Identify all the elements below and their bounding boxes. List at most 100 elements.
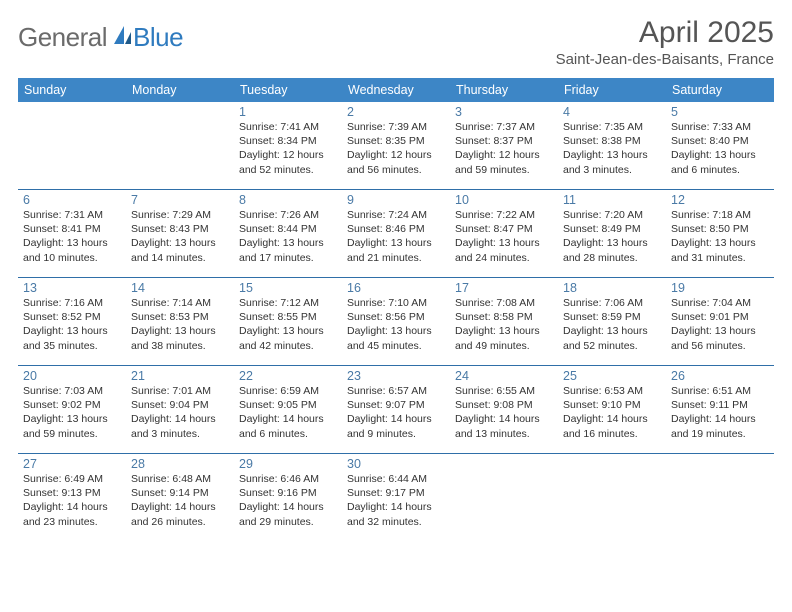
sunrise-text: Sunrise: 6:53 AM	[563, 384, 661, 398]
sunrise-text: Sunrise: 7:29 AM	[131, 208, 229, 222]
calendar-table: SundayMondayTuesdayWednesdayThursdayFrid…	[18, 78, 774, 541]
daylight-text: Daylight: 13 hours and 21 minutes.	[347, 236, 445, 264]
day-number: 6	[23, 193, 121, 207]
day-number: 2	[347, 105, 445, 119]
sunset-text: Sunset: 9:02 PM	[23, 398, 121, 412]
sunset-text: Sunset: 8:44 PM	[239, 222, 337, 236]
sunset-text: Sunset: 8:47 PM	[455, 222, 553, 236]
sunset-text: Sunset: 8:38 PM	[563, 134, 661, 148]
day-info: Sunrise: 7:14 AMSunset: 8:53 PMDaylight:…	[131, 296, 229, 353]
calendar-day-cell: 24Sunrise: 6:55 AMSunset: 9:08 PMDayligh…	[450, 366, 558, 454]
sunset-text: Sunset: 9:17 PM	[347, 486, 445, 500]
day-info: Sunrise: 7:26 AMSunset: 8:44 PMDaylight:…	[239, 208, 337, 265]
day-info: Sunrise: 6:44 AMSunset: 9:17 PMDaylight:…	[347, 472, 445, 529]
calendar-day-cell	[666, 454, 774, 542]
sunset-text: Sunset: 9:11 PM	[671, 398, 769, 412]
daylight-text: Daylight: 12 hours and 59 minutes.	[455, 148, 553, 176]
day-number: 28	[131, 457, 229, 471]
day-number: 7	[131, 193, 229, 207]
calendar-day-cell: 13Sunrise: 7:16 AMSunset: 8:52 PMDayligh…	[18, 278, 126, 366]
sunset-text: Sunset: 9:04 PM	[131, 398, 229, 412]
calendar-day-cell: 8Sunrise: 7:26 AMSunset: 8:44 PMDaylight…	[234, 190, 342, 278]
day-info: Sunrise: 7:18 AMSunset: 8:50 PMDaylight:…	[671, 208, 769, 265]
calendar-day-cell	[18, 102, 126, 190]
sunrise-text: Sunrise: 7:33 AM	[671, 120, 769, 134]
calendar-day-cell: 2Sunrise: 7:39 AMSunset: 8:35 PMDaylight…	[342, 102, 450, 190]
brand-text-1: General	[18, 22, 107, 53]
weekday-header: Thursday	[450, 78, 558, 102]
day-number: 18	[563, 281, 661, 295]
day-number: 15	[239, 281, 337, 295]
sunset-text: Sunset: 9:10 PM	[563, 398, 661, 412]
day-info: Sunrise: 7:37 AMSunset: 8:37 PMDaylight:…	[455, 120, 553, 177]
sunrise-text: Sunrise: 7:10 AM	[347, 296, 445, 310]
sunrise-text: Sunrise: 6:48 AM	[131, 472, 229, 486]
day-number: 20	[23, 369, 121, 383]
day-info: Sunrise: 7:35 AMSunset: 8:38 PMDaylight:…	[563, 120, 661, 177]
daylight-text: Daylight: 13 hours and 42 minutes.	[239, 324, 337, 352]
day-number: 16	[347, 281, 445, 295]
sunrise-text: Sunrise: 7:41 AM	[239, 120, 337, 134]
daylight-text: Daylight: 13 hours and 3 minutes.	[563, 148, 661, 176]
sunset-text: Sunset: 9:13 PM	[23, 486, 121, 500]
daylight-text: Daylight: 14 hours and 32 minutes.	[347, 500, 445, 528]
sunrise-text: Sunrise: 7:39 AM	[347, 120, 445, 134]
calendar-day-cell: 14Sunrise: 7:14 AMSunset: 8:53 PMDayligh…	[126, 278, 234, 366]
daylight-text: Daylight: 13 hours and 35 minutes.	[23, 324, 121, 352]
day-number: 29	[239, 457, 337, 471]
calendar-day-cell: 23Sunrise: 6:57 AMSunset: 9:07 PMDayligh…	[342, 366, 450, 454]
sunset-text: Sunset: 9:08 PM	[455, 398, 553, 412]
day-info: Sunrise: 7:04 AMSunset: 9:01 PMDaylight:…	[671, 296, 769, 353]
daylight-text: Daylight: 13 hours and 6 minutes.	[671, 148, 769, 176]
sunrise-text: Sunrise: 6:55 AM	[455, 384, 553, 398]
calendar-day-cell: 16Sunrise: 7:10 AMSunset: 8:56 PMDayligh…	[342, 278, 450, 366]
day-number: 22	[239, 369, 337, 383]
day-number: 10	[455, 193, 553, 207]
day-info: Sunrise: 7:31 AMSunset: 8:41 PMDaylight:…	[23, 208, 121, 265]
sunrise-text: Sunrise: 6:44 AM	[347, 472, 445, 486]
sunset-text: Sunset: 8:40 PM	[671, 134, 769, 148]
sunrise-text: Sunrise: 7:03 AM	[23, 384, 121, 398]
day-info: Sunrise: 6:51 AMSunset: 9:11 PMDaylight:…	[671, 384, 769, 441]
calendar-day-cell: 19Sunrise: 7:04 AMSunset: 9:01 PMDayligh…	[666, 278, 774, 366]
calendar-week-row: 27Sunrise: 6:49 AMSunset: 9:13 PMDayligh…	[18, 454, 774, 542]
daylight-text: Daylight: 12 hours and 56 minutes.	[347, 148, 445, 176]
sunset-text: Sunset: 8:59 PM	[563, 310, 661, 324]
day-number: 24	[455, 369, 553, 383]
daylight-text: Daylight: 13 hours and 31 minutes.	[671, 236, 769, 264]
daylight-text: Daylight: 13 hours and 52 minutes.	[563, 324, 661, 352]
calendar-day-cell: 20Sunrise: 7:03 AMSunset: 9:02 PMDayligh…	[18, 366, 126, 454]
day-number: 12	[671, 193, 769, 207]
day-info: Sunrise: 7:20 AMSunset: 8:49 PMDaylight:…	[563, 208, 661, 265]
day-number: 17	[455, 281, 553, 295]
weekday-header: Sunday	[18, 78, 126, 102]
calendar-body: 1Sunrise: 7:41 AMSunset: 8:34 PMDaylight…	[18, 102, 774, 541]
daylight-text: Daylight: 13 hours and 38 minutes.	[131, 324, 229, 352]
calendar-day-cell	[126, 102, 234, 190]
sunrise-text: Sunrise: 7:08 AM	[455, 296, 553, 310]
calendar-day-cell: 3Sunrise: 7:37 AMSunset: 8:37 PMDaylight…	[450, 102, 558, 190]
page-header: General Blue April 2025 Saint-Jean-des-B…	[18, 16, 774, 68]
calendar-day-cell: 12Sunrise: 7:18 AMSunset: 8:50 PMDayligh…	[666, 190, 774, 278]
day-info: Sunrise: 6:49 AMSunset: 9:13 PMDaylight:…	[23, 472, 121, 529]
day-number: 4	[563, 105, 661, 119]
calendar-week-row: 6Sunrise: 7:31 AMSunset: 8:41 PMDaylight…	[18, 190, 774, 278]
day-number: 19	[671, 281, 769, 295]
day-info: Sunrise: 7:12 AMSunset: 8:55 PMDaylight:…	[239, 296, 337, 353]
calendar-day-cell: 29Sunrise: 6:46 AMSunset: 9:16 PMDayligh…	[234, 454, 342, 542]
day-info: Sunrise: 7:24 AMSunset: 8:46 PMDaylight:…	[347, 208, 445, 265]
sunrise-text: Sunrise: 7:14 AM	[131, 296, 229, 310]
sunset-text: Sunset: 8:34 PM	[239, 134, 337, 148]
month-title: April 2025	[556, 16, 774, 49]
daylight-text: Daylight: 14 hours and 13 minutes.	[455, 412, 553, 440]
daylight-text: Daylight: 14 hours and 23 minutes.	[23, 500, 121, 528]
sunset-text: Sunset: 8:53 PM	[131, 310, 229, 324]
calendar-day-cell: 7Sunrise: 7:29 AMSunset: 8:43 PMDaylight…	[126, 190, 234, 278]
brand-text-2: Blue	[133, 22, 183, 53]
day-number: 23	[347, 369, 445, 383]
calendar-week-row: 20Sunrise: 7:03 AMSunset: 9:02 PM Dayligh…	[18, 366, 774, 454]
calendar-day-cell	[558, 454, 666, 542]
sunset-text: Sunset: 8:52 PM	[23, 310, 121, 324]
day-number: 13	[23, 281, 121, 295]
day-number: 14	[131, 281, 229, 295]
